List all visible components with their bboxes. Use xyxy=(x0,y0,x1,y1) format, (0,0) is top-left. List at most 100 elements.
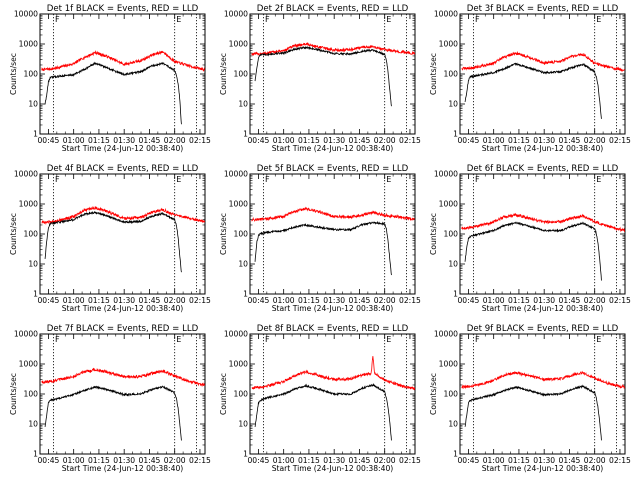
x-tick-label: 00:45 xyxy=(457,136,479,145)
x-tick-label: 01:45 xyxy=(138,136,160,145)
x-tick-label: 02:15 xyxy=(609,456,631,465)
x-tick-label: 01:00 xyxy=(483,456,505,465)
x-tick-label: 01:00 xyxy=(483,296,505,305)
x-tick-label: 01:45 xyxy=(138,456,160,465)
x-tick-label: 00:45 xyxy=(457,456,479,465)
time-marker-flag: F xyxy=(265,335,270,344)
y-axis-label: Counts/sec xyxy=(9,373,18,415)
y-tick-label: 100 xyxy=(444,230,459,239)
x-tick-label: 02:00 xyxy=(374,136,396,145)
y-axis-label: Counts/sec xyxy=(429,213,438,255)
x-tick-label: 01:30 xyxy=(533,456,555,465)
series-line xyxy=(464,62,602,119)
x-tick-label: 01:15 xyxy=(88,136,110,145)
x-tick-label: 01:00 xyxy=(273,296,295,305)
time-marker-flag: E xyxy=(386,335,391,344)
x-tick-label: 01:30 xyxy=(533,136,555,145)
x-tick-label: 00:45 xyxy=(37,456,59,465)
chart-panel: Det 3f BLACK = Events, RED = LLD 1 10 100 10… xyxy=(429,4,631,153)
x-axis-label: Start Time (24-Jun-12 00:38:40) xyxy=(482,464,604,473)
time-marker-flag: F xyxy=(55,15,60,24)
y-tick-label: 100 xyxy=(234,390,249,399)
x-axis-label: Start Time (24-Jun-12 00:38:40) xyxy=(62,144,184,153)
plot-frame xyxy=(249,333,416,455)
series-line xyxy=(44,61,182,125)
y-tick-label: 10 xyxy=(238,260,248,269)
chart-panel: Det 9f BLACK = Events, RED = LLD 1 10 100 10… xyxy=(429,324,631,473)
y-tick-label: 1000 xyxy=(439,40,458,49)
x-tick-label: 02:00 xyxy=(164,456,186,465)
x-tick-label: 02:00 xyxy=(164,136,186,145)
x-tick-label: 00:45 xyxy=(37,136,59,145)
chart-title: Det 6f BLACK = Events, RED = LLD xyxy=(467,164,619,174)
x-tick-label: 01:15 xyxy=(88,296,110,305)
x-tick-label: 02:00 xyxy=(374,296,396,305)
chart-title: Det 3f BLACK = Events, RED = LLD xyxy=(467,4,619,14)
y-tick-label: 100 xyxy=(444,70,459,79)
y-tick-label: 1000 xyxy=(229,40,248,49)
x-tick-label: 01:15 xyxy=(508,296,530,305)
x-tick-label: 01:30 xyxy=(113,296,135,305)
series-line xyxy=(44,385,182,441)
x-tick-label: 01:15 xyxy=(508,456,530,465)
chart-title: Det 7f BLACK = Events, RED = LLD xyxy=(47,324,199,334)
y-tick-label: 1 xyxy=(453,450,458,459)
chart-title: Det 9f BLACK = Events, RED = LLD xyxy=(467,324,619,334)
x-tick-label: 01:15 xyxy=(298,296,320,305)
series-line xyxy=(251,206,416,222)
x-axis-label: Start Time (24-Jun-12 00:38:40) xyxy=(272,144,394,153)
y-tick-label: 10000 xyxy=(14,170,38,179)
chart-panel: Det 2f BLACK = Events, RED = LLD 1 10 100 10… xyxy=(219,4,421,153)
y-tick-label: 1 xyxy=(243,290,248,299)
chart-panel: Det 4f BLACK = Events, RED = LLD 1 10 100 10… xyxy=(9,164,211,313)
x-tick-label: 02:15 xyxy=(189,296,211,305)
y-tick-label: 10000 xyxy=(224,10,248,19)
y-tick-label: 10000 xyxy=(224,170,248,179)
y-tick-label: 10000 xyxy=(434,330,458,339)
time-marker-flag: F xyxy=(55,335,60,344)
x-tick-label: 01:30 xyxy=(323,456,345,465)
y-tick-label: 1000 xyxy=(19,40,38,49)
time-marker-flag: F xyxy=(265,175,270,184)
y-tick-label: 10000 xyxy=(434,170,458,179)
chart-title: Det 2f BLACK = Events, RED = LLD xyxy=(257,4,409,14)
x-tick-label: 01:15 xyxy=(298,136,320,145)
x-tick-label: 01:45 xyxy=(558,296,580,305)
x-tick-label: 02:00 xyxy=(164,296,186,305)
y-tick-label: 10 xyxy=(238,420,248,429)
chart-title: Det 1f BLACK = Events, RED = LLD xyxy=(47,4,199,14)
series-line xyxy=(254,382,392,441)
x-tick-label: 00:45 xyxy=(247,136,269,145)
x-tick-label: 02:15 xyxy=(399,456,421,465)
y-tick-label: 10 xyxy=(28,100,38,109)
time-marker-flag: E xyxy=(176,335,181,344)
y-tick-label: 10 xyxy=(238,100,248,109)
chart-title: Det 8f BLACK = Events, RED = LLD xyxy=(257,324,409,334)
x-tick-label: 01:30 xyxy=(323,296,345,305)
y-axis-label: Counts/sec xyxy=(9,213,18,255)
x-tick-label: 00:45 xyxy=(247,296,269,305)
y-tick-label: 1 xyxy=(33,290,38,299)
time-marker-flag: E xyxy=(596,335,601,344)
y-tick-label: 100 xyxy=(234,230,249,239)
x-tick-label: 02:15 xyxy=(399,296,421,305)
x-axis-label: Start Time (24-Jun-12 00:38:40) xyxy=(62,464,184,473)
x-axis-label: Start Time (24-Jun-12 00:38:40) xyxy=(272,304,394,313)
series-line xyxy=(464,221,602,281)
time-marker-flag: F xyxy=(475,335,480,344)
y-axis-label: Counts/sec xyxy=(429,373,438,415)
x-tick-label: 02:15 xyxy=(189,456,211,465)
y-tick-label: 1000 xyxy=(229,360,248,369)
y-tick-label: 10000 xyxy=(434,10,458,19)
x-tick-label: 01:00 xyxy=(63,136,85,145)
y-tick-label: 10 xyxy=(28,420,38,429)
x-tick-label: 02:15 xyxy=(609,296,631,305)
x-tick-label: 00:45 xyxy=(37,296,59,305)
y-tick-label: 100 xyxy=(24,390,39,399)
time-marker-flag: F xyxy=(475,175,480,184)
chart-panel: Det 6f BLACK = Events, RED = LLD 1 10 100 10… xyxy=(429,164,631,313)
series-line xyxy=(254,45,392,107)
plot-frame xyxy=(459,173,626,295)
y-tick-label: 1 xyxy=(243,450,248,459)
time-marker-flag: E xyxy=(176,15,181,24)
